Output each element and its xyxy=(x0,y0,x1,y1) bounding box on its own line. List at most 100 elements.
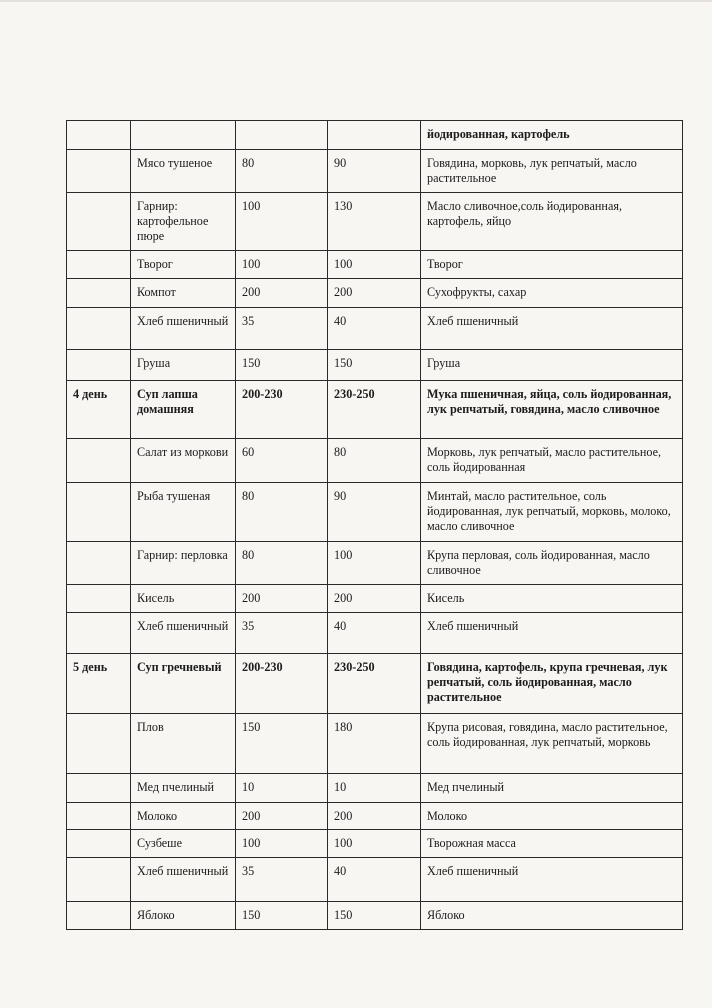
dish-cell: Груша xyxy=(130,349,236,381)
dish-cell: Плов xyxy=(130,713,236,774)
portion-large-cell: 40 xyxy=(327,857,421,902)
composition-cell: Мука пшеничная, яйца, соль йодированная,… xyxy=(420,380,683,439)
dish-cell: Хлеб пшеничный xyxy=(130,612,236,654)
table-row: 4 день Суп лапша домашняя 200-230 230-250 Му… xyxy=(66,380,683,439)
portion-small-cell: 200-230 xyxy=(235,653,328,714)
dish-cell: Кисель xyxy=(130,584,236,613)
portion-large-cell: 40 xyxy=(327,612,421,654)
dish-cell: Мясо тушеное xyxy=(130,149,236,193)
portion-large-cell: 90 xyxy=(327,149,421,193)
day-cell: 4 день xyxy=(66,380,131,439)
table-row: Хлеб пшеничный 35 40 Хлеб пшеничный xyxy=(66,857,683,902)
portion-small-cell: 80 xyxy=(235,541,328,585)
portion-small-cell: 80 xyxy=(235,482,328,542)
day-cell xyxy=(66,612,131,654)
day-cell xyxy=(66,349,131,381)
portion-small-cell: 100 xyxy=(235,829,328,858)
table-row: Мясо тушеное 80 90 Говядина, морковь, лук р… xyxy=(66,149,683,193)
composition-cell: Творожная масса xyxy=(420,829,683,858)
portion-large-cell: 80 xyxy=(327,438,421,483)
portion-small-cell: 80 xyxy=(235,149,328,193)
day-cell xyxy=(66,250,131,279)
composition-cell: Крупа перловая, соль йодированная, масло… xyxy=(420,541,683,585)
day-cell xyxy=(66,829,131,858)
day-cell xyxy=(66,482,131,542)
table-row: Мед пчелиный 10 10 Мед пчелиный xyxy=(66,773,683,803)
day-cell xyxy=(66,307,131,350)
composition-cell: Молоко xyxy=(420,802,683,830)
portion-small-cell: 200-230 xyxy=(235,380,328,439)
table-row: Хлеб пшеничный 35 40 Хлеб пшеничный xyxy=(66,307,683,350)
table-row: Гарнир: картофельное пюре 100 130 Масло сли… xyxy=(66,192,683,251)
portion-small-cell: 150 xyxy=(235,713,328,774)
portion-large-cell: 180 xyxy=(327,713,421,774)
dish-cell: Гарнир: картофельное пюре xyxy=(130,192,236,251)
composition-cell: Минтай, масло растительное, соль йодиров… xyxy=(420,482,683,542)
portion-large-cell xyxy=(327,120,421,150)
portion-small-cell: 200 xyxy=(235,802,328,830)
table-row: Сузбеше 100 100 Творожная масса xyxy=(66,829,683,858)
composition-cell: Хлеб пшеничный xyxy=(420,307,683,350)
composition-cell: Масло сливочное,соль йодированная, карто… xyxy=(420,192,683,251)
portion-large-cell: 130 xyxy=(327,192,421,251)
portion-small-cell: 150 xyxy=(235,901,328,930)
page-edge xyxy=(0,0,712,2)
composition-cell: Хлеб пшеничный xyxy=(420,857,683,902)
portion-large-cell: 100 xyxy=(327,250,421,279)
day-cell xyxy=(66,857,131,902)
dish-cell: Рыба тушеная xyxy=(130,482,236,542)
composition-cell: Груша xyxy=(420,349,683,381)
table-row: Груша 150 150 Груша xyxy=(66,349,683,381)
day-cell xyxy=(66,149,131,193)
day-cell xyxy=(66,901,131,930)
table-row: Рыба тушеная 80 90 Минтай, масло растительн… xyxy=(66,482,683,542)
composition-cell: Морковь, лук репчатый, масло растительно… xyxy=(420,438,683,483)
portion-small-cell: 100 xyxy=(235,250,328,279)
portion-large-cell: 150 xyxy=(327,901,421,930)
portion-large-cell: 100 xyxy=(327,541,421,585)
portion-small-cell: 150 xyxy=(235,349,328,381)
portion-small-cell: 100 xyxy=(235,192,328,251)
portion-large-cell: 230-250 xyxy=(327,653,421,714)
day-cell xyxy=(66,541,131,585)
day-cell xyxy=(66,584,131,613)
portion-small-cell xyxy=(235,120,328,150)
table-row: Молоко 200 200 Молоко xyxy=(66,802,683,830)
day-cell xyxy=(66,802,131,830)
table-row: Хлеб пшеничный 35 40 Хлеб пшеничный xyxy=(66,612,683,654)
portion-small-cell: 35 xyxy=(235,612,328,654)
portion-large-cell: 200 xyxy=(327,278,421,308)
portion-small-cell: 60 xyxy=(235,438,328,483)
portion-large-cell: 200 xyxy=(327,584,421,613)
table-row: Гарнир: перловка 80 100 Крупа перловая, сол… xyxy=(66,541,683,585)
portion-large-cell: 40 xyxy=(327,307,421,350)
composition-cell: Мед пчелиный xyxy=(420,773,683,803)
portion-large-cell: 230-250 xyxy=(327,380,421,439)
dish-cell: Мед пчелиный xyxy=(130,773,236,803)
dish-cell: Молоко xyxy=(130,802,236,830)
dish-cell: Гарнир: перловка xyxy=(130,541,236,585)
portion-large-cell: 10 xyxy=(327,773,421,803)
composition-cell: Яблоко xyxy=(420,901,683,930)
day-cell xyxy=(66,438,131,483)
dish-cell: Творог xyxy=(130,250,236,279)
table-row: Яблоко 150 150 Яблоко xyxy=(66,901,683,930)
dish-cell: Суп лапша домашняя xyxy=(130,380,236,439)
portion-small-cell: 35 xyxy=(235,857,328,902)
day-cell xyxy=(66,713,131,774)
portion-large-cell: 100 xyxy=(327,829,421,858)
portion-small-cell: 35 xyxy=(235,307,328,350)
dish-cell: Салат из моркови xyxy=(130,438,236,483)
composition-cell: Сухофрукты, сахар xyxy=(420,278,683,308)
dish-cell: Хлеб пшеничный xyxy=(130,307,236,350)
composition-cell: Хлеб пшеничный xyxy=(420,612,683,654)
portion-small-cell: 200 xyxy=(235,584,328,613)
table-row: Кисель 200 200 Кисель xyxy=(66,584,683,613)
dish-cell: Суп гречневый xyxy=(130,653,236,714)
day-cell xyxy=(66,773,131,803)
portion-large-cell: 200 xyxy=(327,802,421,830)
table-row: Творог 100 100 Творог xyxy=(66,250,683,279)
menu-table: йодированная, картофель Мясо тушеное 80 90 Г… xyxy=(66,120,683,930)
composition-cell: Крупа рисовая, говядина, масло раститель… xyxy=(420,713,683,774)
dish-cell: Яблоко xyxy=(130,901,236,930)
